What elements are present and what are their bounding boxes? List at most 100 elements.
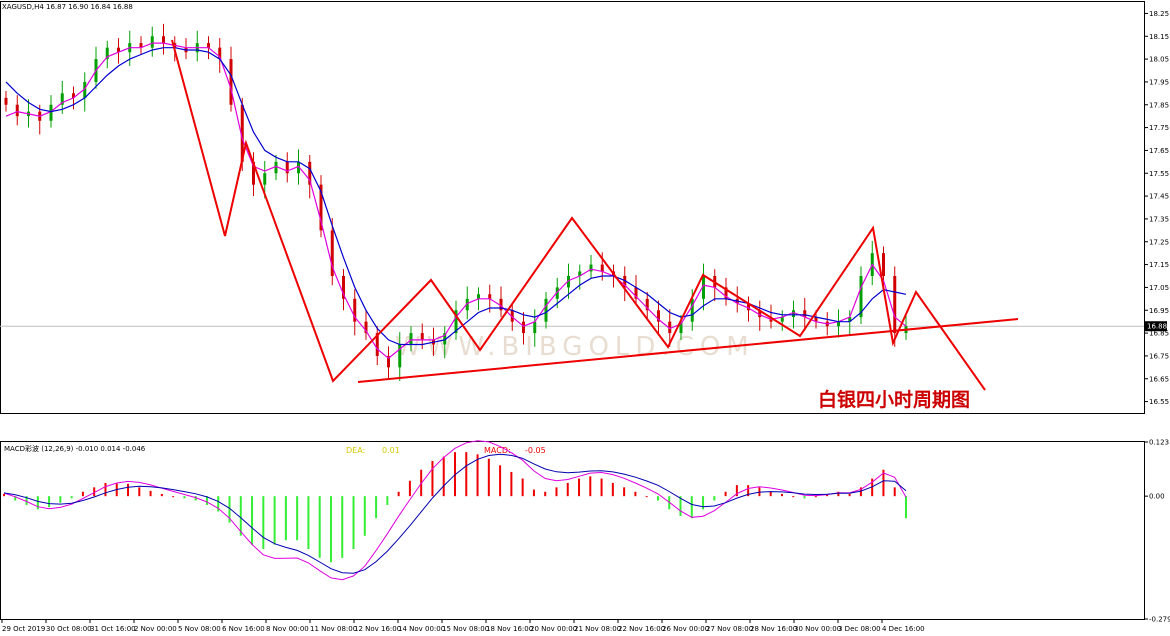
macd-bar [679,496,682,516]
candle-body [477,294,480,299]
annotation-title: 白银四小时周期图 [818,388,970,411]
x-tick-label: 28 Nov 16:00 [750,625,797,633]
x-tick-label: 8 Nov 00:00 [266,625,309,633]
y-tick-label: 17.35 [1149,215,1169,223]
candle-body [657,310,660,322]
x-tick-label: 6 Nov 16:00 [222,625,265,633]
x-tick-label: 3 Dec 08:00 [838,625,881,633]
macd-bar [837,491,840,497]
macd-bar [81,491,84,497]
macd-bar [194,496,197,501]
candle-body [139,43,143,48]
candle-body [387,355,390,368]
macd-bar [228,496,231,523]
macd-panel-frame [0,441,1145,620]
macd-bar [273,496,276,545]
symbol-header: XAGUSD,H4 16.87 16.90 16.84 16.88 [2,3,133,11]
candle-body [724,287,728,299]
macd-bar [859,487,862,497]
candle-body [285,161,289,174]
y-tick-label: 18.05 [1149,56,1169,64]
macd-bar [544,491,547,497]
candle-body [645,298,649,311]
current-price-tag: 16.88 [1145,321,1167,332]
x-tick-label: 2 Nov 00:00 [134,625,177,633]
macd-signal-line-a [3,440,907,581]
dea-label: DEA: [346,446,365,455]
candle-body [567,276,570,288]
macd-bar [803,496,806,499]
candle-body [319,184,323,231]
macd-bar [172,496,175,498]
macd-bar [882,469,885,497]
candle-body [668,321,672,334]
macd-bar [48,496,51,508]
candle-body [679,321,683,334]
candle-body [240,104,244,162]
y-tick-label: 17.55 [1149,170,1169,178]
y-tick-label: 17.75 [1149,124,1169,132]
macd-bar [329,496,332,563]
x-tick-label: 20 Nov 00:00 [530,625,577,633]
candle-body [702,276,705,299]
macd-bar [352,496,355,549]
x-tick-label: 29 Oct 2019 [2,625,45,633]
candle-body [634,287,638,299]
candle-body [297,161,300,174]
macd-bar [532,489,535,497]
candle-body [454,310,458,334]
macd-bar [239,496,242,536]
candle-body [60,93,64,105]
candle-body [499,298,503,311]
candle-body [364,321,368,334]
candle-body [263,173,267,185]
candle-body [578,271,582,276]
macd-bar [600,478,603,497]
price-y-axis: 18.25 18.15 18.05 17.95 17.85 17.75 17.65 17.55… [1144,10,1169,406]
candle-body [229,59,233,105]
macd-bar [611,482,614,497]
candle-body [600,264,604,272]
ma-slow-line [5,47,907,346]
candle-body [150,36,154,48]
candle-body [443,333,447,345]
macd-bar [25,496,28,505]
candle-body [252,161,255,185]
macd-bar [149,490,152,497]
macd-bar [442,456,445,497]
macd-signal-line-b [3,453,907,574]
x-tick-label: 11 Nov 08:00 [310,625,357,633]
candle-body [882,253,885,276]
macd-bar [36,496,39,510]
macd-bar [251,496,254,545]
candle-body [814,317,818,322]
macd-bar [408,480,411,497]
x-tick-label: 30 Nov 00:00 [794,625,841,633]
candle-body [398,344,402,368]
macd-bar [3,493,5,497]
dea-value: 0.01 [382,446,400,455]
macd-bar [205,496,208,505]
candle-body [893,276,897,334]
macd-bar [848,493,851,497]
x-tick-label: 22 Nov 16:00 [618,625,665,633]
candle-body [218,47,222,60]
candle-body [803,310,807,318]
macd-bar [183,496,186,499]
macd-label: MACD: [484,446,511,455]
candle-body [747,303,750,311]
candle-body [330,230,334,276]
y-tick-label: 17.45 [1149,193,1169,201]
candle-body [353,298,357,322]
macd-bar [375,496,378,519]
macd-bar [341,496,344,558]
candle-body [83,81,87,98]
macd-bar [14,496,17,501]
y-tick-label: 17.85 [1149,101,1169,109]
candle-body [510,310,514,322]
macd-bar [690,496,693,519]
x-tick-label: 18 Nov 16:00 [486,625,533,633]
y-tick-label: 18.25 [1149,10,1169,18]
